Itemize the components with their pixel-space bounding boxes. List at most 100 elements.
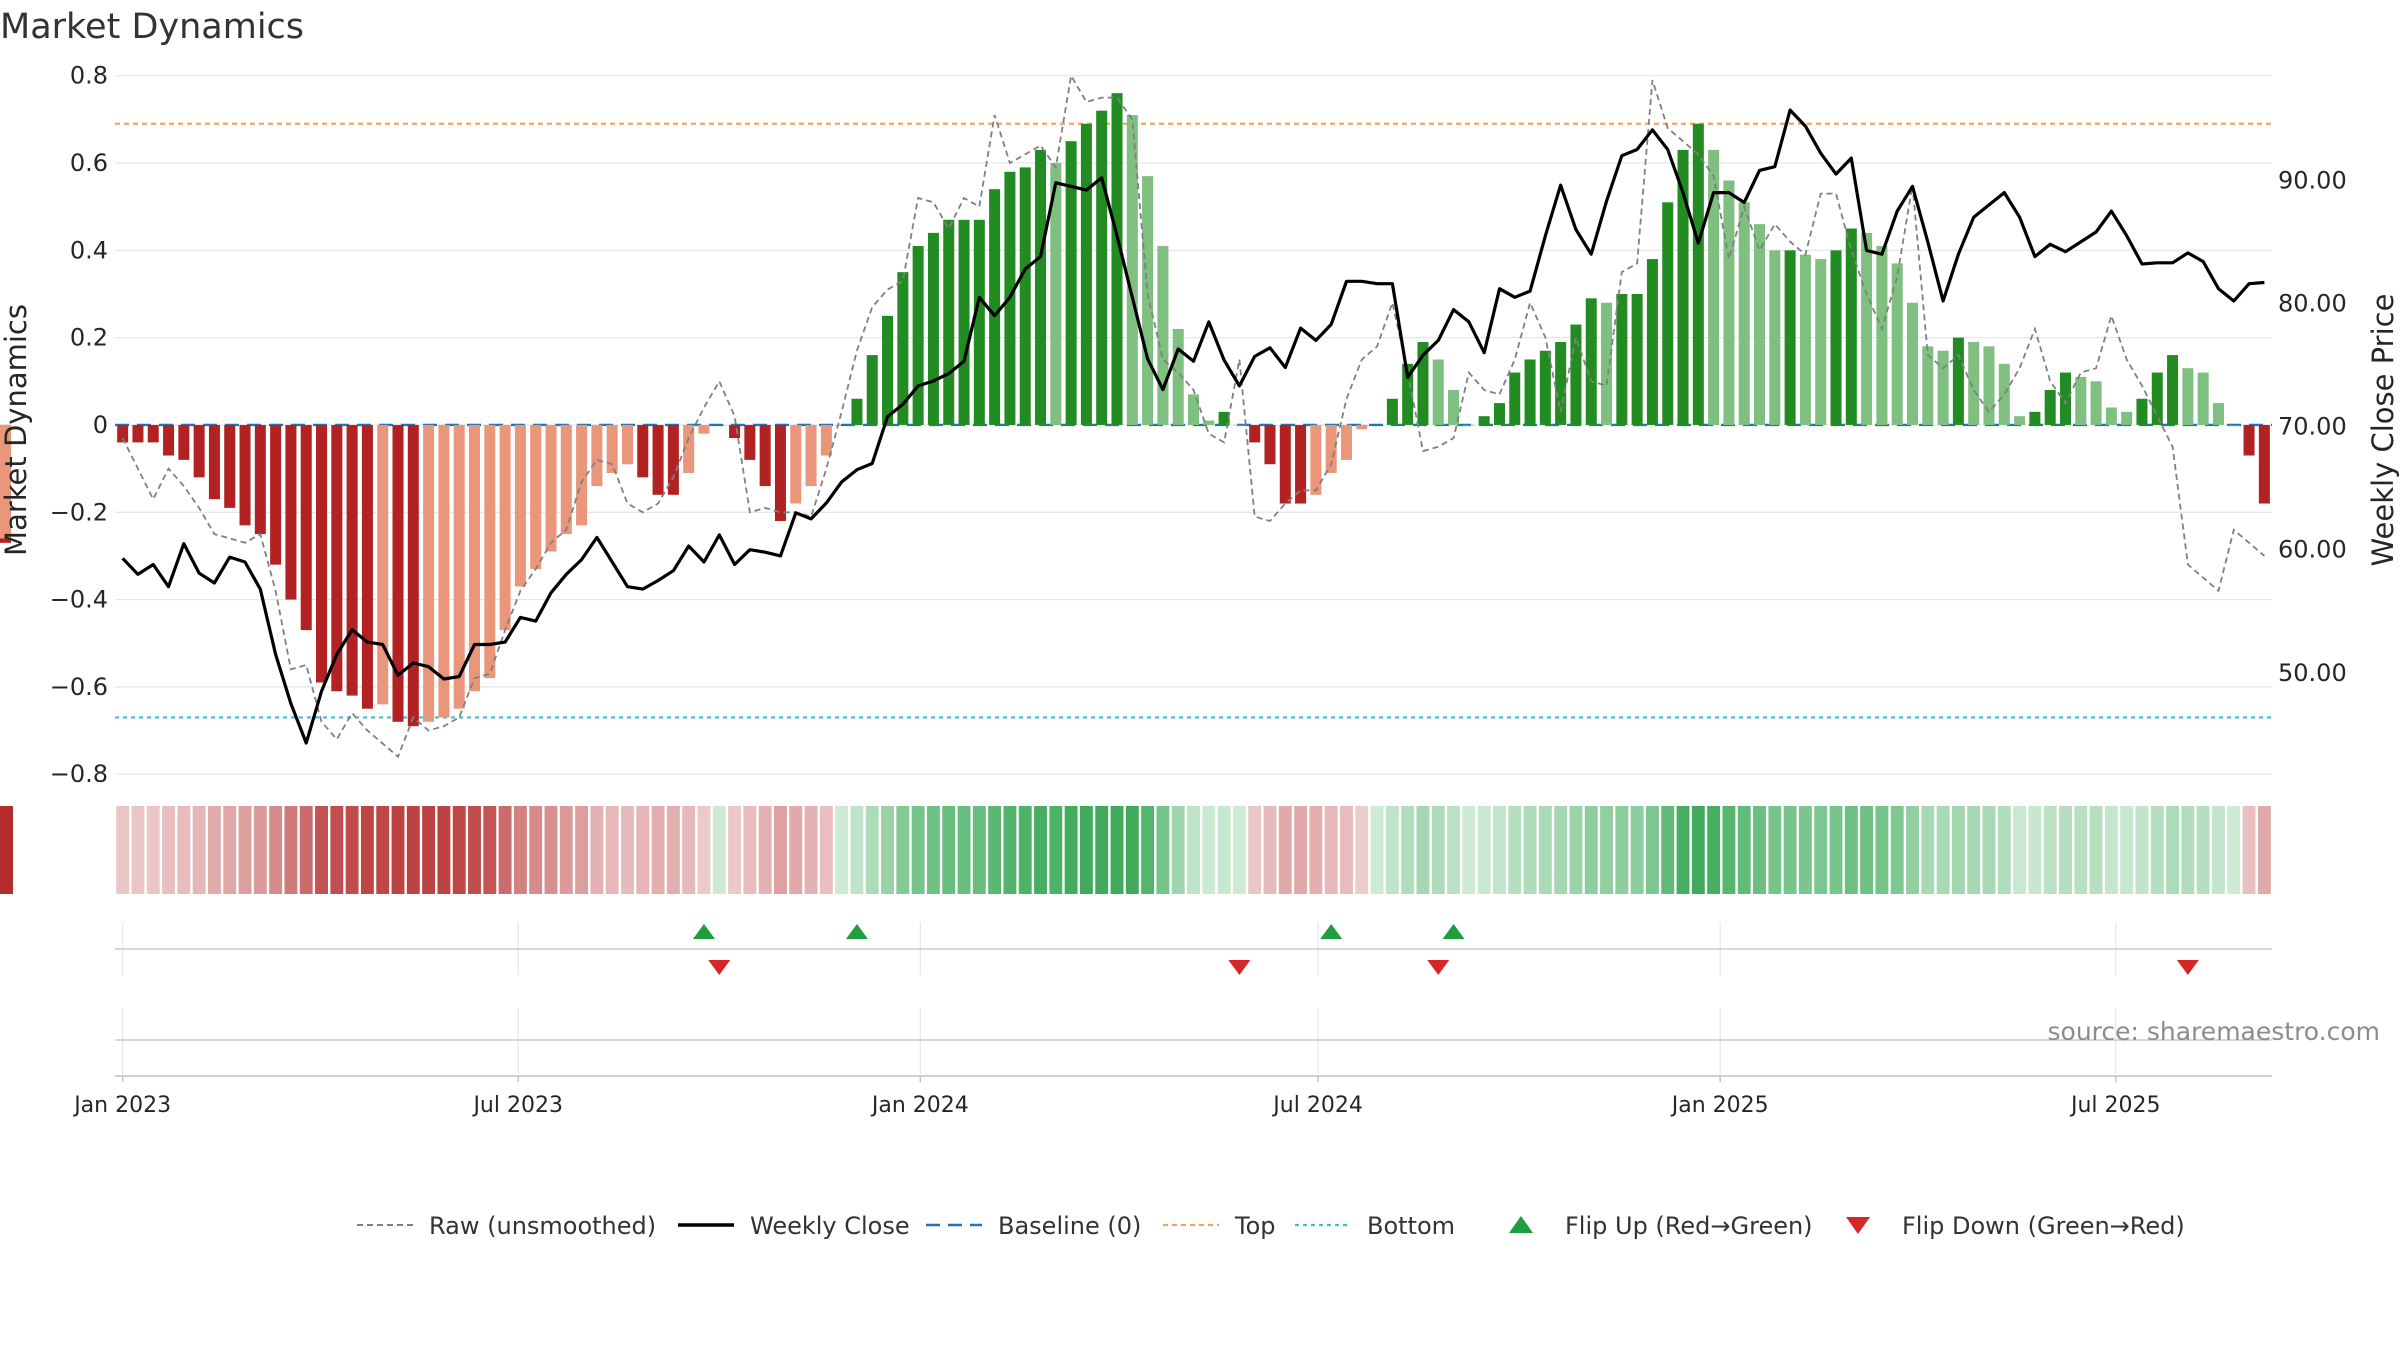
dynamics-bar [1080, 123, 1092, 425]
dynamics-bar [1035, 149, 1047, 425]
regime-cell [452, 806, 466, 894]
regime-cell [483, 806, 497, 894]
regime-cell [743, 806, 757, 894]
regime-cell [513, 806, 527, 894]
dynamics-bar [1585, 298, 1597, 425]
flip-up-marker [845, 924, 868, 939]
dynamics-bar [774, 424, 786, 521]
regime-cell [0, 806, 13, 894]
legend-label: Top [1234, 1212, 1276, 1240]
dynamics-bar [2044, 390, 2056, 425]
regime-cell [1171, 806, 1185, 894]
dynamics-bar [606, 424, 618, 473]
regime-cell [391, 806, 405, 894]
regime-cell [1217, 806, 1231, 894]
dynamics-bar [193, 424, 205, 478]
right-axis-ticks: 90.00 80.00 70.00 60.00 50.00 [2278, 166, 2347, 687]
regime-cell [850, 806, 864, 894]
regime-cell [1202, 806, 1216, 894]
regime-cell [1355, 806, 1369, 894]
regime-cell [1416, 806, 1430, 894]
regime-cell [0, 806, 13, 894]
regime-cell [1508, 806, 1522, 894]
dynamics-bar [1019, 167, 1031, 425]
dynamics-bar [499, 424, 511, 631]
regime-cell [1003, 806, 1017, 894]
regime-cell [330, 806, 344, 894]
regime-cell [1768, 806, 1782, 894]
regime-cell [177, 806, 191, 894]
dynamics-bar [790, 424, 802, 504]
regime-cell [636, 806, 650, 894]
dynamics-bar [2105, 407, 2117, 425]
dynamics-bar [163, 424, 175, 456]
regime-cell [1844, 806, 1858, 894]
regime-cell [1447, 806, 1461, 894]
regime-cell [1906, 806, 1919, 894]
dynamics-bar [652, 424, 664, 495]
regime-cell [957, 806, 971, 894]
regime-cell [1829, 806, 1843, 894]
regime-cell [2257, 806, 2271, 894]
regime-cell [2089, 806, 2103, 894]
dynamics-bar [1539, 350, 1551, 425]
regime-cell [207, 806, 221, 894]
y-tick-label-left: 0.2 [70, 324, 108, 352]
dynamics-bar [1233, 424, 1245, 426]
dynamics-bar [1708, 149, 1720, 425]
dynamics-bar [943, 219, 955, 425]
regime-cell [131, 806, 145, 894]
dynamics-bar [1478, 416, 1490, 425]
dynamics-bar [744, 424, 756, 460]
regime-cell [238, 806, 252, 894]
regime-cell [1967, 806, 1981, 894]
dynamics-bar [820, 424, 832, 456]
dynamics-bar [1218, 411, 1230, 425]
dynamics-bar [1830, 250, 1842, 425]
dynamics-bar [254, 424, 266, 535]
legend: Raw (unsmoothed) Weekly Close Baseline (0)… [357, 1212, 2185, 1240]
regime-cell [1385, 806, 1399, 894]
regime-cell [1125, 806, 1139, 894]
regime-cell [284, 806, 298, 894]
dynamics-bar [1402, 363, 1414, 425]
flip-down-marker [1228, 960, 1251, 975]
regime-cell [1049, 806, 1063, 894]
dynamics-bar [530, 424, 542, 570]
regime-cell [1294, 806, 1308, 894]
y-tick-label-left: −0.6 [50, 673, 108, 701]
dynamics-bar [683, 424, 695, 473]
dynamics-bar [927, 232, 939, 425]
dynamics-bar [2243, 424, 2255, 456]
regime-cell [192, 806, 206, 894]
regime-cell [1309, 806, 1323, 894]
dynamics-bar [1631, 293, 1643, 425]
regime-cell [2104, 806, 2118, 894]
regime-cell [1523, 806, 1537, 894]
regime-cell [942, 806, 956, 894]
legend-item: Bottom [1295, 1212, 1455, 1240]
dynamics-bar [1157, 245, 1169, 425]
dynamics-bar [1432, 359, 1444, 425]
dynamics-bar [560, 424, 572, 535]
regime-cell [1737, 806, 1751, 894]
regime-cell [1156, 806, 1170, 894]
raw-line [121, 73, 2265, 759]
legend-item: Weekly Close [678, 1212, 910, 1240]
regime-cell [1462, 806, 1476, 894]
legend-item: Flip Down (Green→Red) [1846, 1212, 2185, 1240]
regime-cell [1141, 806, 1155, 894]
dynamics-bar [316, 424, 328, 683]
dynamics-bar [1952, 337, 1964, 425]
dynamics-bar [805, 424, 817, 487]
regime-cell [911, 806, 925, 894]
regime-cell [2227, 806, 2241, 894]
dynamics-bar [1050, 163, 1062, 425]
regime-cell [162, 806, 175, 894]
dynamics-bar [1340, 424, 1352, 460]
dynamics-bar [836, 424, 848, 426]
dynamics-bar [484, 424, 496, 679]
dynamics-bar [1570, 324, 1582, 425]
dynamics-bar [2151, 372, 2163, 425]
